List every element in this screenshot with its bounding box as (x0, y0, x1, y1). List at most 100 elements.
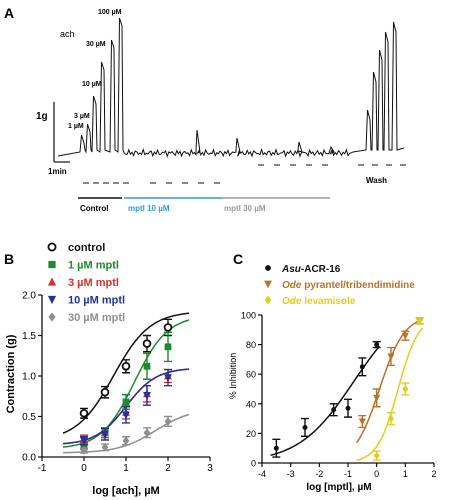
b-data-point (164, 416, 172, 426)
b-data-point (122, 411, 130, 420)
c-data-point (416, 316, 423, 325)
b-legend-label: 1 µM mptl (68, 260, 119, 272)
c-y-tick-label: 80 (246, 340, 256, 350)
c-y-tick-label: 100 (241, 311, 256, 321)
b-x-tick-label: 1 (123, 463, 129, 474)
panel-b-chart: B -1 0 1 2 3 0.0 0.5 1.0 1.5 2.0 control 1 µM mptl… (4, 242, 213, 497)
conc-label-1: 1 µM (68, 123, 84, 130)
b-legend-label: 3 µM mptl (68, 277, 119, 289)
b-y-tick-label: 2.0 (22, 291, 36, 302)
wash-label: Wash (366, 176, 387, 185)
c-data-point (402, 385, 409, 393)
b-data-point (122, 436, 130, 446)
b-data-point (80, 437, 88, 446)
panel-label-b: B (4, 251, 14, 267)
c-data-point (387, 353, 395, 361)
c-x-tick-label: 0 (374, 469, 379, 479)
control-bar-label: Control (80, 204, 108, 213)
tension-trace (57, 17, 405, 159)
c-legend-marker (264, 295, 272, 305)
c-data-point (273, 445, 279, 451)
mptl30-bar-label: mptl 30 µM (224, 204, 266, 213)
b-legend-label: 10 µM mptl (68, 295, 125, 307)
b-data-point (101, 430, 109, 439)
conc-label-30: 30 µM (86, 41, 106, 48)
c-legend-label: Ode pyrantel/tribendimidine (282, 280, 415, 291)
b-y-axis-label: Contraction (g) (5, 334, 17, 413)
c-legend: Asu-ACR-16 Ode pyrantel/tribendimidine Ode… (264, 264, 415, 307)
conc-label-10: 10 µM (82, 81, 102, 88)
c-data-point (331, 407, 337, 413)
panel-a-trace: A ach 1 µM 3 µM 10 µM 30 µM 100 µM 1g 1m… (4, 5, 406, 213)
b-data-point (101, 442, 109, 452)
b-data-point (121, 361, 131, 371)
b-data-point (164, 343, 172, 351)
mptl10-bar-label: mptl 10 µM (128, 204, 170, 213)
b-y-tick-label: 0.0 (22, 453, 36, 464)
c-y-tick-label: 40 (246, 399, 256, 409)
force-scale-label: 1g (36, 111, 48, 122)
c-data-point (373, 394, 381, 402)
b-y-tick-label: 0.5 (22, 412, 36, 423)
c-data-point (358, 418, 366, 426)
c-x-tick-label: -1 (344, 469, 352, 479)
b-x-axis-label: log [ach], µM (92, 485, 159, 497)
c-data-points (272, 316, 424, 461)
b-legend-label: 30 µM mptl (68, 312, 125, 324)
c-x-tick-label: -4 (258, 469, 266, 479)
c-x-axis-label: log [mptl], µM (306, 482, 371, 493)
b-x-tick-label: -1 (38, 463, 47, 474)
c-legend-label: Ode levamisole (282, 296, 356, 307)
b-data-point (143, 362, 151, 370)
b-data-point (143, 428, 151, 438)
b-x-tick-label: 3 (207, 463, 213, 474)
panel-label-c: C (233, 251, 243, 267)
b-y-tick-label: 1.5 (22, 331, 36, 342)
b-data-point (143, 392, 151, 400)
conc-label-100: 100 µM (98, 9, 122, 16)
conc-label-3: 3 µM (74, 113, 90, 120)
b-y-tick-label: 1.0 (22, 372, 36, 383)
c-y-tick-label: 60 (246, 370, 256, 380)
c-legend-marker (265, 265, 271, 271)
c-data-point (345, 405, 351, 411)
b-legend-marker (47, 295, 57, 305)
b-data-point (80, 442, 88, 450)
c-data-point (359, 364, 365, 370)
b-legend-marker (48, 312, 56, 322)
c-x-tick-label: 1 (403, 469, 408, 479)
b-legend-label: control (68, 242, 105, 254)
b-legend: control 1 µM mptl 3 µM mptl 10 µM mptl 30 µM… (47, 242, 125, 324)
c-y-axis-label: % Inhibition (228, 353, 238, 400)
c-y-tick-label: 20 (246, 429, 256, 439)
b-legend-marker (47, 242, 57, 252)
agonist-label: ach (60, 29, 75, 39)
b-data-point (80, 446, 88, 455)
b-fit-curve-1 (62, 319, 190, 448)
b-data-point (164, 374, 172, 383)
c-data-point (401, 332, 409, 340)
c-x-tick-label: 2 (431, 469, 436, 479)
b-data-point (100, 387, 110, 397)
b-data-point (142, 339, 152, 348)
c-legend-label: Asu-ACR-16 (281, 264, 341, 275)
b-legend-marker (48, 260, 56, 269)
b-data-point (79, 408, 89, 418)
c-fit-curve-1 (355, 319, 420, 444)
b-data-point (163, 323, 173, 332)
c-y-tick-label: 0 (251, 459, 256, 469)
c-fit-curve-0 (270, 345, 381, 457)
b-axes: -1 0 1 2 3 0.0 0.5 1.0 1.5 2.0 (22, 291, 213, 475)
panel-label-a: A (4, 5, 14, 21)
c-data-point (388, 414, 394, 423)
b-data-point (122, 398, 130, 406)
c-data-point (302, 424, 308, 430)
c-x-tick-label: -2 (315, 469, 323, 479)
b-fit-curve-0 (62, 312, 190, 434)
c-fit-curves (270, 319, 424, 462)
c-data-point (373, 451, 380, 460)
time-scale-label: 1min (48, 167, 67, 176)
